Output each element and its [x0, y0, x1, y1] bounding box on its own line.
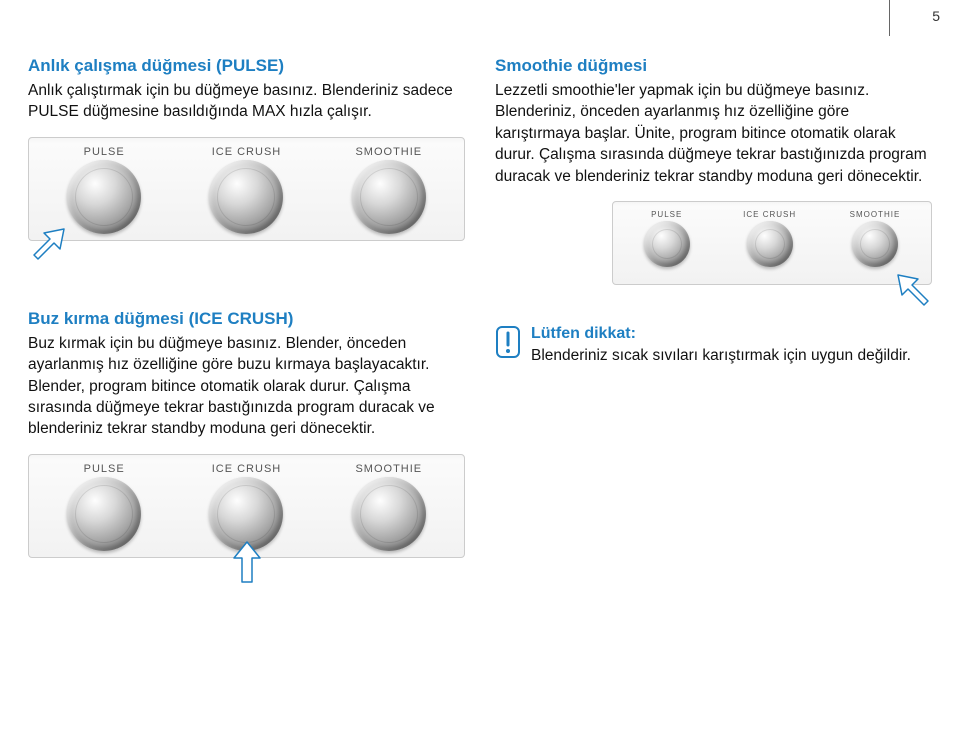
ice-panel-wrap: PULSE ICE CRUSH SMOOTHIE [28, 454, 465, 558]
label3-ice: ICE CRUSH [743, 210, 796, 219]
notice-heading: Lütfen dikkat: [531, 325, 911, 343]
left-column: Anlık çalışma düğmesi (PULSE) Anlık çalı… [28, 56, 465, 570]
label-pulse: PULSE [84, 146, 125, 158]
smoothie-body: Lezzetli smoothie'ler yapmak için bu düğ… [495, 80, 932, 187]
page-number: 5 [932, 8, 940, 24]
label3-pulse: PULSE [651, 210, 682, 219]
pulse-body: Anlık çalıştırmak için bu düğmeye basını… [28, 80, 465, 123]
label2-ice: ICE CRUSH [212, 463, 282, 475]
smoothie-heading: Smoothie düğmesi [495, 56, 932, 76]
panel-btn-pulse: PULSE [67, 146, 141, 234]
right-column: Smoothie düğmesi Lezzetli smoothie'ler y… [495, 56, 932, 570]
arrow-icon [888, 261, 942, 315]
panel3-btn-ice: ICE CRUSH [743, 210, 796, 267]
knob3-pulse [644, 221, 690, 267]
label2-pulse: PULSE [84, 463, 125, 475]
knob-pulse [67, 160, 141, 234]
panel-btn-ice: ICE CRUSH [209, 146, 283, 234]
panel-btn-smoothie: SMOOTHIE [352, 146, 426, 234]
knob2-pulse [67, 477, 141, 551]
panel3-btn-smoothie: SMOOTHIE [850, 210, 901, 267]
notice-body: Blenderiniz sıcak sıvıları karıştırmak i… [531, 345, 911, 366]
panel2-btn-smoothie: SMOOTHIE [352, 463, 426, 551]
pulse-heading: Anlık çalışma düğmesi (PULSE) [28, 56, 465, 76]
spacer [28, 253, 465, 309]
label-ice: ICE CRUSH [212, 146, 282, 158]
ice-body: Buz kırmak için bu düğmeye basınız. Blen… [28, 333, 465, 440]
label-smoothie: SMOOTHIE [355, 146, 422, 158]
arrow-icon [226, 536, 268, 592]
knob-smoothie [352, 160, 426, 234]
panel3-btn-pulse: PULSE [644, 210, 690, 267]
knob-ice [209, 160, 283, 234]
label2-smoothie: SMOOTHIE [355, 463, 422, 475]
arrow-icon [20, 215, 74, 269]
button-panel-smoothie: PULSE ICE CRUSH SMOOTHIE [612, 201, 932, 285]
label3-smoothie: SMOOTHIE [850, 210, 901, 219]
notice-text: Lütfen dikkat: Blenderiniz sıcak sıvılar… [531, 325, 911, 366]
pulse-panel-wrap: PULSE ICE CRUSH SMOOTHIE [28, 137, 465, 241]
smoothie-panel-wrap: PULSE ICE CRUSH SMOOTHIE [495, 201, 932, 285]
knob2-smoothie [352, 477, 426, 551]
knob3-ice [747, 221, 793, 267]
attention-icon [495, 325, 521, 359]
panel2-btn-pulse: PULSE [67, 463, 141, 551]
notice-block: Lütfen dikkat: Blenderiniz sıcak sıvılar… [495, 325, 932, 366]
ice-heading: Buz kırma düğmesi (ICE CRUSH) [28, 309, 465, 329]
content-columns: Anlık çalışma düğmesi (PULSE) Anlık çalı… [0, 0, 960, 570]
button-panel-pulse: PULSE ICE CRUSH SMOOTHIE [28, 137, 465, 241]
page-header-rule [889, 0, 890, 36]
